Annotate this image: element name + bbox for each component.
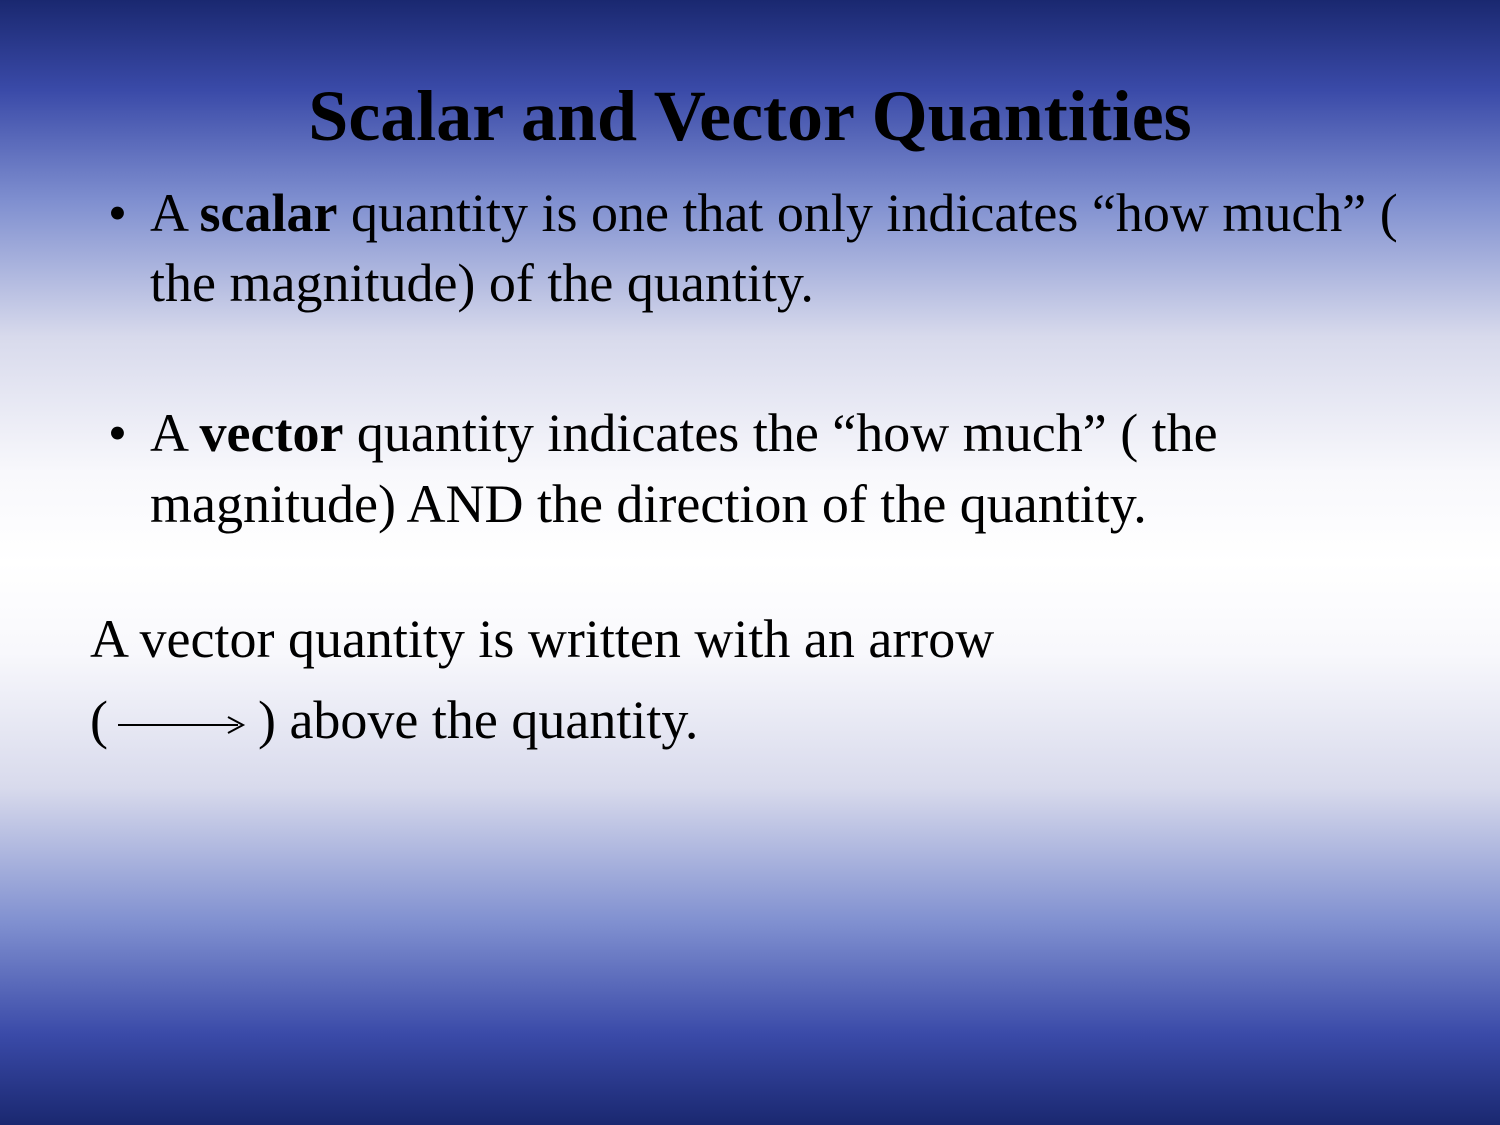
arrow-icon	[113, 710, 253, 740]
footer-suffix: ) above the quantity.	[258, 690, 698, 750]
bullet-prefix: A	[150, 403, 200, 463]
footer-text: A vector quantity is written with an arr…	[90, 599, 1410, 761]
bullet-item-scalar: A scalar quantity is one that only indic…	[90, 178, 1410, 318]
bullet-bold-term: scalar	[200, 183, 338, 243]
bullet-bold-term: vector	[200, 403, 344, 463]
bullet-item-vector: A vector quantity indicates the “how muc…	[90, 398, 1410, 538]
presentation-slide: Scalar and Vector Quantities A scalar qu…	[0, 0, 1500, 1125]
bullet-prefix: A	[150, 183, 200, 243]
footer-line-1: A vector quantity is written with an arr…	[90, 599, 1410, 680]
bullet-list: A scalar quantity is one that only indic…	[90, 178, 1410, 539]
bullet-suffix: quantity is one that only indicates “how…	[150, 183, 1398, 313]
footer-line-2: ( ) above the quantity.	[90, 680, 1410, 761]
footer-prefix: (	[90, 690, 108, 750]
slide-title: Scalar and Vector Quantities	[90, 75, 1410, 158]
